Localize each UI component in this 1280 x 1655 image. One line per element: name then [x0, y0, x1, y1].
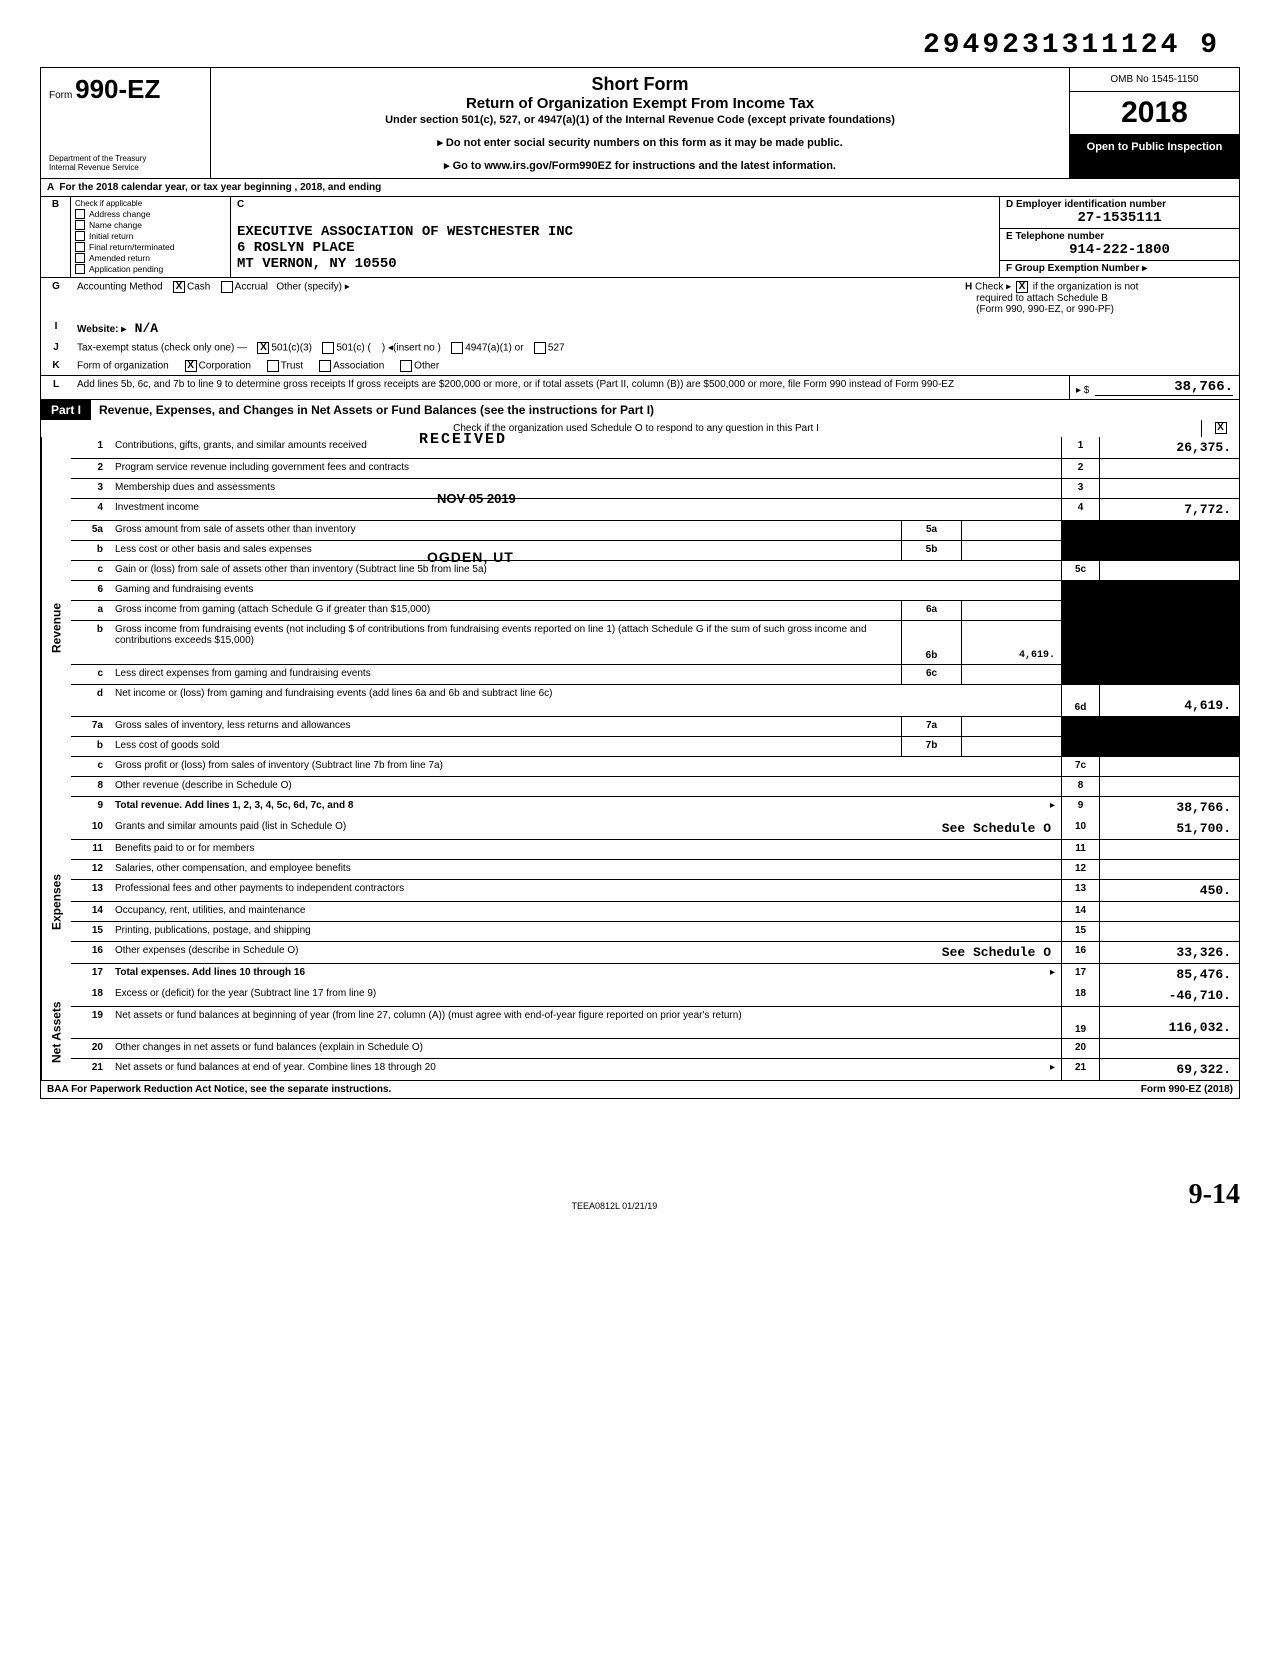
line1-amt: 26,375. [1099, 437, 1239, 458]
form-header: Form 990-EZ Department of the Treasury I… [40, 67, 1240, 178]
j-4947[interactable] [451, 342, 463, 354]
title-1: Short Form [221, 74, 1059, 95]
j-501c3[interactable] [257, 342, 269, 354]
baa-footer: BAA For Paperwork Reduction Act Notice, … [40, 1081, 1240, 1099]
row-l: L Add lines 5b, 6c, and 7b to line 9 to … [40, 375, 1240, 399]
line17-amt: 85,476. [1099, 964, 1239, 985]
dept-label: Department of the Treasury Internal Reve… [49, 154, 202, 172]
line21-amt: 69,322. [1099, 1059, 1239, 1080]
received-stamp: RECEIVED [419, 431, 507, 448]
section-b: B Check if applicable Address change Nam… [40, 196, 1240, 277]
cash-checkbox[interactable] [173, 281, 185, 293]
line-a: A For the 2018 calendar year, or tax yea… [40, 178, 1240, 196]
form-number: 990-EZ [75, 74, 160, 104]
l-value: 38,766. [1095, 379, 1233, 396]
revenue-block: Revenue 1 Contributions, gifts, grants, … [40, 437, 1240, 818]
form-prefix: Form [49, 90, 72, 101]
expenses-block: Expenses 10 Grants and similar amounts p… [40, 818, 1240, 985]
e-label: E Telephone number [1006, 231, 1233, 242]
row-k: K Form of organization Corporation Trust… [40, 357, 1240, 375]
addr-1: 6 ROSLYN PLACE [237, 240, 993, 256]
tax-year: 2018 [1070, 92, 1239, 135]
e-value: 914-222-1800 [1006, 242, 1233, 258]
line13-amt: 450. [1099, 880, 1239, 901]
row-j: J Tax-exempt status (check only one) — 5… [40, 339, 1240, 357]
accrual-checkbox[interactable] [221, 281, 233, 293]
doc-number: 2949231311124 9 [40, 30, 1240, 61]
org-name: EXECUTIVE ASSOCIATION OF WESTCHESTER INC [237, 224, 993, 240]
line10-amt: 51,700. [1099, 818, 1239, 839]
omb: OMB No 1545-1150 [1070, 68, 1239, 92]
j-501c[interactable] [322, 342, 334, 354]
j-527[interactable] [534, 342, 546, 354]
sched-o-check[interactable] [1215, 422, 1227, 434]
row-g-h: G Accounting Method Cash Accrual Other (… [40, 277, 1240, 318]
d-value: 27-1535111 [1006, 210, 1233, 226]
title-2: Return of Organization Exempt From Incom… [221, 95, 1059, 112]
page-mark: 9-14 [1189, 1179, 1240, 1211]
line6d-amt: 4,619. [1099, 685, 1239, 716]
d-label: D Employer identification number [1006, 199, 1233, 210]
line18-amt: -46,710. [1099, 985, 1239, 1006]
part1-sub: Check if the organization used Schedule … [40, 420, 1240, 437]
check-column: Check if applicable Address change Name … [71, 197, 231, 277]
k-assoc[interactable] [319, 360, 331, 372]
netassets-block: Net Assets 18 Excess or (deficit) for th… [40, 985, 1240, 1081]
note-1: Do not enter social security numbers on … [221, 136, 1059, 149]
k-corp[interactable] [185, 360, 197, 372]
row-i: I Website: ▸ N/A [40, 318, 1240, 339]
line6b-amt: 4,619. [961, 621, 1061, 664]
line19-amt: 116,032. [1099, 1007, 1239, 1038]
part1-header: Part I Revenue, Expenses, and Changes in… [40, 399, 1240, 420]
h-checkbox[interactable] [1016, 281, 1028, 293]
k-trust[interactable] [267, 360, 279, 372]
note-2: Go to www.irs.gov/Form990EZ for instruct… [221, 159, 1059, 172]
line9-amt: 38,766. [1099, 797, 1239, 818]
line16-amt: 33,326. [1099, 942, 1239, 963]
line4-amt: 7,772. [1099, 499, 1239, 520]
subtitle: Under section 501(c), 527, or 4947(a)(1)… [221, 114, 1059, 126]
f-label: F Group Exemption Number ▸ [1006, 263, 1233, 274]
k-other[interactable] [400, 360, 412, 372]
addr-2: MT VERNON, NY 10550 [237, 256, 993, 272]
open-public: Open to Public Inspection [1070, 135, 1239, 178]
page-footer: TEEA0812L 01/21/19 9-14 [40, 1179, 1240, 1211]
